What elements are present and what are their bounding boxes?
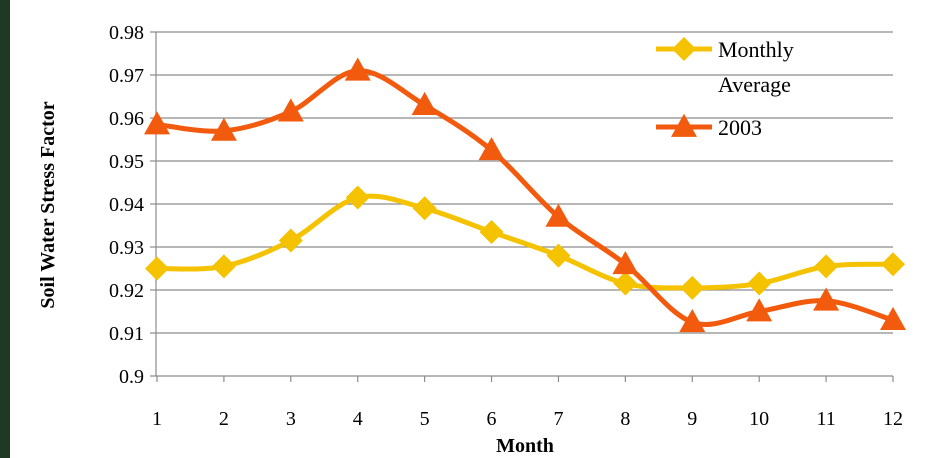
- y-axis-title: Soil Water Stress Factor: [37, 101, 59, 308]
- triangle-marker: [478, 137, 505, 161]
- x-tick-label: 1: [152, 408, 162, 430]
- triangle-marker: [612, 251, 639, 275]
- x-tick-label: 6: [487, 408, 497, 430]
- diamond-marker: [145, 256, 169, 281]
- triangle-marker: [344, 57, 371, 81]
- diamond-marker: [881, 252, 905, 277]
- legend-label: Average: [718, 72, 791, 97]
- y-tick-label: 0.95: [109, 151, 144, 173]
- series-1: [145, 185, 905, 300]
- y-tick-label: 0.91: [109, 323, 144, 345]
- y-tick-label: 0.98: [109, 22, 144, 44]
- x-tick-label: 8: [620, 408, 630, 430]
- series-2: [144, 57, 906, 333]
- series-lines: [144, 57, 906, 333]
- diamond-marker: [680, 275, 705, 300]
- y-tick-label: 0.93: [109, 237, 144, 259]
- diamond-marker: [211, 254, 236, 279]
- axes: [150, 31, 894, 382]
- diamond-marker: [814, 254, 839, 279]
- x-tick-label: 3: [286, 408, 296, 430]
- y-tick-label: 0.97: [109, 65, 144, 87]
- legend-item: 2003: [656, 113, 762, 140]
- x-tick-label: 11: [816, 408, 835, 430]
- y-tick-label: 0.96: [109, 108, 144, 130]
- legend-label: Monthly: [718, 37, 794, 62]
- diamond-marker: [747, 271, 772, 296]
- x-tick-labels: 1 2 3 4 5 6 7 8 9 10 11 12: [152, 408, 903, 430]
- x-tick-label: 10: [749, 408, 769, 430]
- series-line: [154, 68, 896, 327]
- triangle-marker: [679, 309, 706, 333]
- diamond-marker: [546, 243, 571, 268]
- triangle-marker: [813, 287, 840, 311]
- legend: Monthly Average 2003: [656, 37, 794, 140]
- series-line: [154, 193, 896, 291]
- triangle-marker: [210, 117, 237, 141]
- legend-label: 2003: [718, 115, 762, 140]
- x-axis-title: Month: [496, 435, 554, 457]
- x-tick-label: 12: [883, 408, 903, 430]
- triangle-marker: [144, 111, 170, 135]
- y-tick-label: 0.92: [109, 280, 144, 302]
- triangle-marker: [880, 306, 906, 330]
- diamond-marker: [278, 228, 303, 253]
- triangle-marker: [746, 298, 773, 322]
- x-tick-label: 5: [420, 408, 430, 430]
- diamond-marker: [412, 196, 437, 221]
- y-tick-label: 0.94: [109, 194, 144, 216]
- x-tick-label: 7: [553, 408, 563, 430]
- chart-panel: [10, 0, 927, 458]
- x-tick-label: 9: [687, 408, 697, 430]
- legend-diamond-marker: [672, 37, 696, 61]
- triangle-marker: [545, 203, 572, 227]
- x-tick-label: 4: [353, 408, 363, 430]
- diamond-marker: [479, 219, 504, 244]
- y-tick-labels: 0.9 0.91 0.92 0.93 0.94 0.95 0.96 0.97 0.98: [109, 22, 144, 388]
- diamond-marker: [613, 271, 638, 296]
- y-tick-label: 0.9: [119, 366, 144, 388]
- x-tick-label: 2: [219, 408, 229, 430]
- triangle-marker: [277, 98, 304, 122]
- diamond-marker: [345, 185, 370, 210]
- legend-item: Monthly Average: [656, 37, 794, 97]
- triangle-marker: [411, 91, 438, 115]
- legend-triangle-marker: [671, 113, 697, 137]
